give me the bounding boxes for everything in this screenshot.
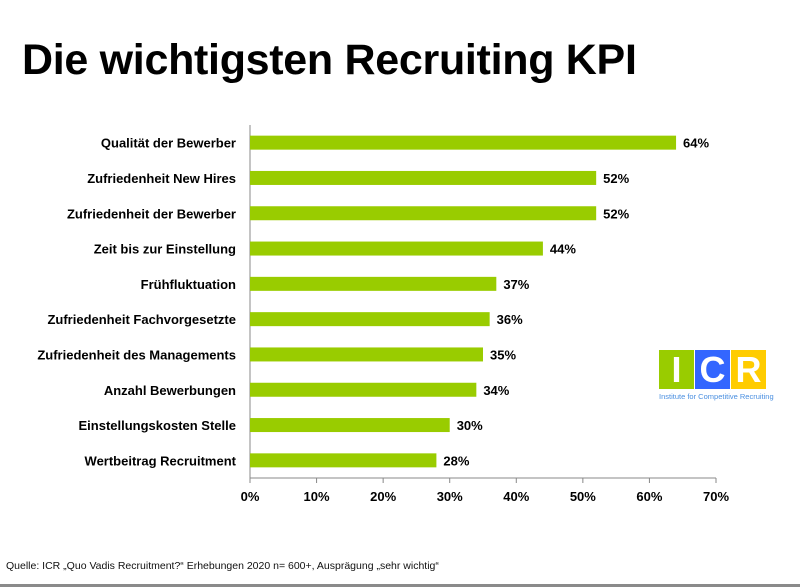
bar <box>250 347 483 362</box>
x-tick-label: 70% <box>703 489 729 504</box>
bottom-border <box>0 584 800 587</box>
logo-letter-i: I <box>659 350 694 390</box>
logo-letter-c: C <box>695 350 730 390</box>
x-tick-label: 10% <box>304 489 330 504</box>
bar <box>250 453 437 468</box>
bar <box>250 276 497 291</box>
category-label: Anzahl Bewerbungen <box>104 383 236 398</box>
data-label: 36% <box>497 312 523 327</box>
logo-subtitle: Institute for Competitive Recruiting <box>659 392 774 401</box>
data-label: 52% <box>603 206 629 221</box>
bar <box>250 206 597 221</box>
x-tick-label: 50% <box>570 489 596 504</box>
page-title: Die wichtigsten Recruiting KPI <box>22 36 637 84</box>
bar <box>250 382 477 397</box>
source-note: Quelle: ICR „Quo Vadis Recruitment?“ Erh… <box>6 560 439 572</box>
category-label: Zufriedenheit Fachvorgesetzte <box>47 312 236 327</box>
category-label: Qualität der Bewerber <box>101 136 236 151</box>
bar <box>250 135 677 150</box>
category-label: Zufriedenheit des Managements <box>37 347 236 362</box>
x-tick-label: 40% <box>503 489 529 504</box>
bar <box>250 241 543 256</box>
data-label: 28% <box>443 453 469 468</box>
data-label: 37% <box>503 277 529 292</box>
x-tick-label: 20% <box>370 489 396 504</box>
x-tick-label: 0% <box>241 489 260 504</box>
category-label: Frühfluktuation <box>141 277 236 292</box>
bar <box>250 418 450 433</box>
data-label: 64% <box>683 136 709 151</box>
category-label: Wertbeitrag Recruitment <box>85 453 237 468</box>
data-label: 52% <box>603 171 629 186</box>
category-label: Zeit bis zur Einstellung <box>94 242 236 257</box>
bar <box>250 170 597 185</box>
x-tick-label: 60% <box>636 489 662 504</box>
x-tick-label: 30% <box>437 489 463 504</box>
bar <box>250 312 490 327</box>
category-label: Zufriedenheit der Bewerber <box>67 206 236 221</box>
category-label: Zufriedenheit New Hires <box>87 171 236 186</box>
data-label: 44% <box>550 242 576 257</box>
data-label: 34% <box>483 383 509 398</box>
logo-letter-r: R <box>731 350 766 390</box>
bar-chart: 0% 10% 20% 30% 40% 50% 60% 70% Qualität der Bewe… <box>37 125 729 504</box>
data-label: 35% <box>490 347 516 362</box>
category-label: Einstellungskosten Stelle <box>79 418 237 433</box>
data-label: 30% <box>457 418 483 433</box>
